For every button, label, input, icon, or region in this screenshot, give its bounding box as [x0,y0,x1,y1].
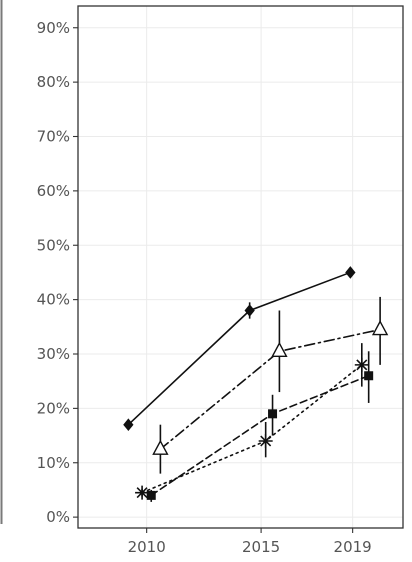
y-tick-label: 30% [37,345,70,363]
series-diamond [123,266,356,431]
data-point-triangle [371,320,389,336]
data-point-square [146,490,156,500]
data-point-asterisk [258,434,273,448]
gridlines [78,6,403,528]
plot-frame [77,5,404,529]
y-tick-label: 20% [37,399,70,417]
data-point-asterisk [354,357,369,372]
data-point-triangle [152,439,169,455]
y-tick-label: 90% [37,19,70,37]
axes: 0% 10% 20% 30% 40% 50% 60% 70% 80% 90% 2010 2015 201… [37,19,372,556]
data-point-diamond [244,304,255,317]
y-tick-label: 40% [37,291,70,309]
x-tick-label: 2010 [128,538,166,556]
data-point-asterisk [135,485,150,500]
series-square [146,351,374,502]
data-point-triangle [271,341,288,357]
y-tick-label: 80% [37,73,70,91]
data-point-diamond [345,266,356,279]
series-line-dashdot [159,328,381,450]
series-line-solid [127,271,352,426]
x-tick-label: 2019 [334,538,372,556]
series-asterisk [135,343,369,500]
data-point-diamond [123,418,134,431]
data-point-square [268,409,278,419]
y-tick-label: 0% [46,508,70,526]
y-tick-label: 70% [37,128,70,146]
x-tick-label: 2015 [242,538,280,556]
y-tick-label: 50% [37,236,70,254]
y-tick-label: 10% [37,454,70,472]
series-line-dotted [141,364,363,494]
series-triangle [152,296,389,474]
y-tick-label: 60% [37,182,70,200]
series-layer [123,266,389,502]
data-point-square [364,371,374,381]
series-line-dashed [150,374,370,497]
